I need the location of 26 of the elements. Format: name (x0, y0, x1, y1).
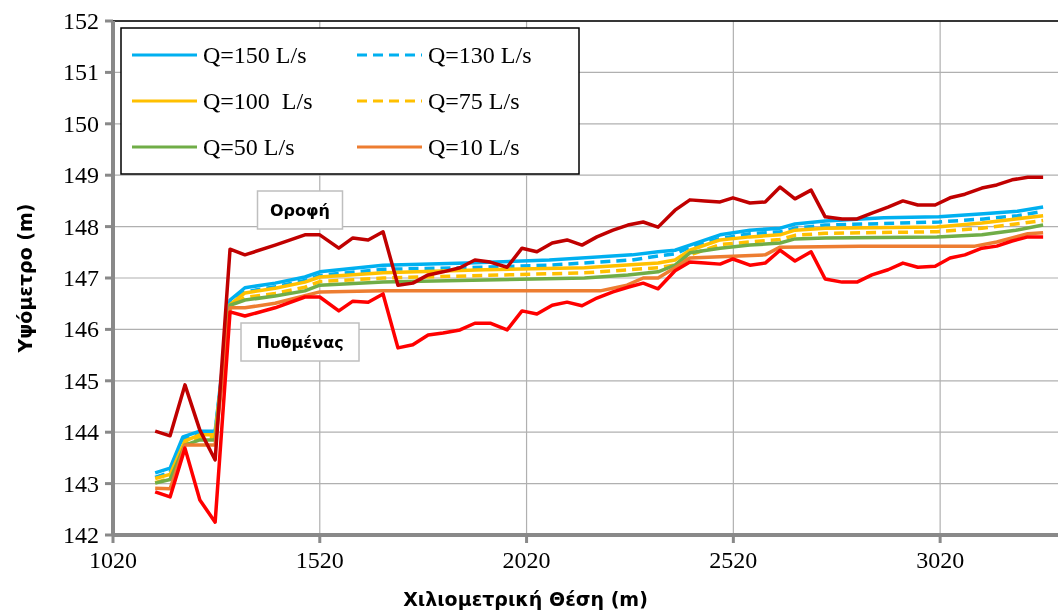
x-tick-label: 3020 (916, 547, 965, 573)
x-tick-label: 1520 (295, 547, 344, 573)
legend-label: Q=150 L/s (203, 42, 307, 68)
legend-label: Q=50 L/s (203, 134, 295, 160)
legend-label: Q=130 L/s (428, 42, 532, 68)
y-tick-label: 145 (63, 367, 99, 394)
x-tick-label: 2020 (502, 547, 551, 573)
x-tick-label: 1020 (89, 547, 137, 573)
legend-label: Q=100 L/s (203, 88, 313, 114)
y-tick-label: 143 (63, 470, 99, 497)
y-tick-label: 150 (63, 110, 99, 137)
y-tick-label: 146 (63, 316, 99, 343)
x-axis-title: Χιλιομετρική Θέση (m) (403, 588, 648, 610)
y-tick-label: 151 (63, 59, 99, 86)
y-tick-label: 152 (63, 8, 99, 34)
legend-label: Q=10 L/s (428, 134, 520, 160)
annotation: Οροφή (270, 201, 330, 220)
y-tick-label: 142 (63, 522, 99, 548)
legend-label: Q=75 L/s (428, 88, 520, 114)
y-tick-label: 147 (63, 265, 99, 291)
y-tick-label: 149 (63, 162, 99, 189)
x-tick-label: 2520 (709, 547, 758, 573)
y-tick-label: 148 (63, 213, 99, 240)
annotation: Πυθμένας (256, 333, 344, 352)
y-axis-title: Υψόμετρο (m) (14, 203, 36, 354)
y-tick-label: 144 (63, 419, 99, 446)
